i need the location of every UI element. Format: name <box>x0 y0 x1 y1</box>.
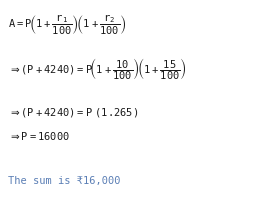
Text: $\Rightarrow \mathtt{P = 16000}$: $\Rightarrow \mathtt{P = 16000}$ <box>8 130 70 142</box>
Text: The sum is ₹16,000: The sum is ₹16,000 <box>8 176 121 186</box>
Text: $\Rightarrow \mathtt{(P + 4240) = P\ (1.265)}$: $\Rightarrow \mathtt{(P + 4240) = P\ (1.… <box>8 106 138 119</box>
Text: $\mathtt{A = P}\!\left(\mathtt{1 + \dfrac{r_1}{100}}\right)\!\left(\mathtt{1 + \: $\mathtt{A = P}\!\left(\mathtt{1 + \dfra… <box>8 14 126 37</box>
Text: $\Rightarrow \mathtt{(P + 4240) = P}\!\left(\mathtt{1 + \dfrac{10}{100}}\right)\: $\Rightarrow \mathtt{(P + 4240) = P}\!\l… <box>8 56 187 82</box>
